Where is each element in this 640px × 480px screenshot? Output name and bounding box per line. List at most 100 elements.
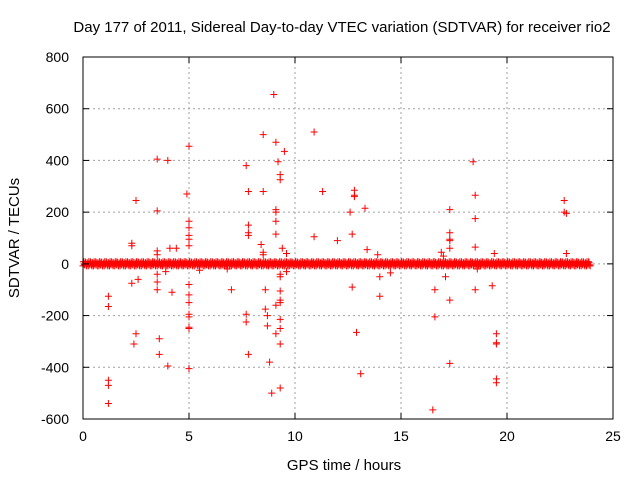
data-point (276, 325, 284, 332)
data-point (185, 242, 193, 250)
data-point (272, 208, 280, 216)
data-point (446, 359, 454, 367)
data-point (350, 193, 358, 201)
data-point (153, 207, 161, 215)
data-point (261, 305, 269, 313)
data-point (185, 281, 193, 288)
data-point (280, 147, 288, 155)
data-point (104, 303, 112, 310)
data-point (272, 330, 280, 338)
data-point (244, 231, 252, 239)
data-point (185, 224, 193, 232)
data-point (244, 188, 252, 195)
data-point (259, 131, 267, 139)
data-point (473, 265, 481, 273)
data-point (278, 244, 286, 252)
data-point (132, 197, 140, 204)
data-point (162, 268, 170, 276)
y-tick-label: 200 (46, 204, 70, 220)
data-point (363, 246, 371, 254)
data-point (242, 310, 250, 318)
data-point (374, 251, 382, 259)
data-point (492, 379, 500, 387)
y-tick-label: -600 (41, 411, 69, 427)
data-point (276, 315, 284, 323)
y-tick-label: -400 (41, 359, 69, 375)
data-point (134, 275, 142, 283)
data-point (276, 299, 284, 307)
data-point (310, 128, 318, 136)
data-point (268, 389, 276, 397)
data-point (185, 313, 193, 321)
data-point (270, 91, 278, 98)
data-point (153, 270, 161, 278)
data-point (259, 188, 267, 195)
data-point (429, 406, 437, 414)
data-point (128, 242, 136, 250)
data-point (562, 209, 570, 217)
data-point (242, 318, 250, 326)
data-point (276, 273, 284, 281)
data-point (276, 340, 284, 348)
data-point (153, 155, 161, 163)
data-point (272, 138, 280, 146)
data-point (492, 330, 500, 338)
data-point (272, 301, 280, 309)
data-point (446, 244, 454, 252)
data-point (346, 208, 354, 216)
data-point (431, 313, 439, 321)
y-tick-label: -200 (41, 308, 69, 324)
data-point (357, 370, 365, 378)
axis-ticks: 0 5 10 15 20 25 -600 -400 -200 0 200 400 600 800 (41, 49, 621, 444)
data-point (185, 299, 193, 307)
data-point (376, 273, 384, 281)
data-point (155, 335, 163, 343)
data-point (266, 358, 274, 366)
data-point (274, 158, 282, 166)
data-point (348, 283, 356, 291)
data-point (128, 279, 136, 287)
data-point (439, 252, 447, 260)
data-point (276, 287, 284, 295)
data-point (446, 237, 454, 245)
data-point (153, 278, 161, 286)
data-point (185, 325, 193, 332)
data-point (166, 244, 174, 252)
data-point (386, 269, 394, 277)
x-axis-label: GPS time / hours (287, 457, 401, 474)
x-tick-label: 0 (79, 428, 87, 444)
data-point (488, 282, 496, 290)
data-point (471, 243, 479, 251)
data-point (446, 206, 454, 214)
gridlines (83, 57, 613, 419)
data-point (172, 244, 180, 252)
data-point (130, 340, 138, 348)
data-point (183, 190, 191, 198)
data-point (168, 288, 176, 296)
x-tick-label: 25 (605, 428, 621, 444)
data-point (353, 328, 360, 336)
data-point (244, 221, 252, 229)
data-point (263, 312, 271, 320)
data-point (361, 204, 369, 212)
data-point (164, 362, 172, 370)
data-point (276, 384, 284, 392)
data-point (283, 268, 290, 276)
data-point (283, 250, 290, 257)
chart-title: Day 177 of 2011, Sidereal Day-to-day VTE… (73, 19, 610, 36)
data-point (469, 158, 477, 166)
data-point (257, 241, 265, 248)
data-point (272, 217, 280, 225)
data-point (185, 291, 193, 299)
data-point (223, 265, 231, 273)
data-point (259, 251, 267, 259)
data-point (376, 292, 384, 300)
data-point (196, 266, 204, 274)
data-point (562, 250, 570, 257)
data-point (490, 250, 498, 257)
data-point (272, 230, 280, 238)
x-tick-label: 15 (393, 428, 409, 444)
data-point (164, 156, 172, 164)
y-axis-label: SDTVAR / TECUs (6, 178, 23, 298)
y-tick-label: 400 (46, 152, 70, 168)
